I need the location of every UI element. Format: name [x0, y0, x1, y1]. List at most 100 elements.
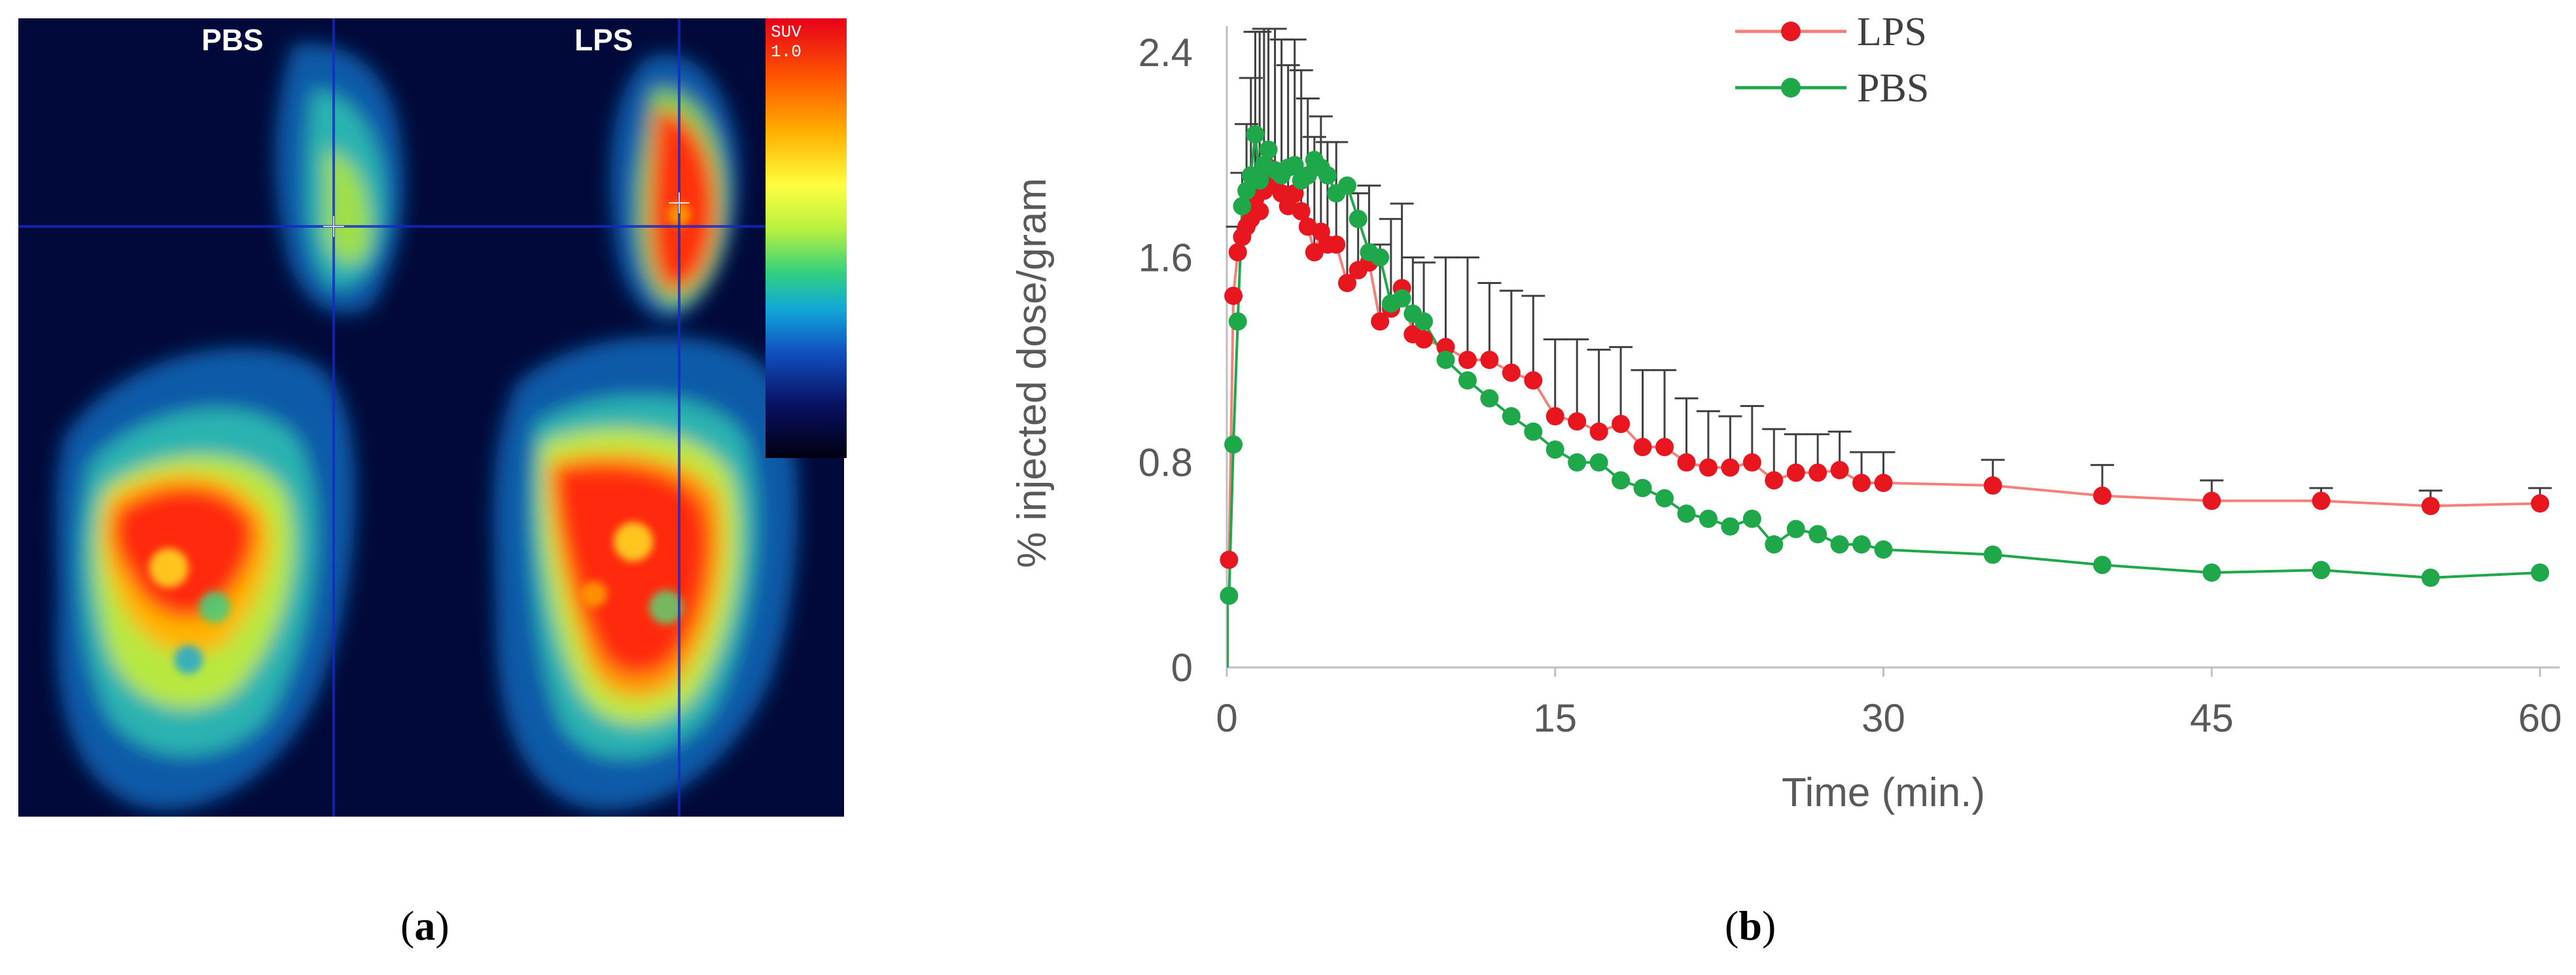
lps-data-point [1480, 351, 1499, 369]
lps-data-point [1808, 463, 1827, 482]
legend-marker-lps [1781, 22, 1801, 41]
pbs-data-point [1786, 520, 1805, 539]
legend-label-lps: LPS [1857, 10, 1927, 54]
legend-marker-pbs [1781, 78, 1801, 98]
lps-data-point [1458, 351, 1477, 369]
lps-data-point [1677, 453, 1696, 472]
lps-data-point [1545, 407, 1564, 426]
pbs-data-point [2202, 563, 2221, 582]
lps-data-point [2531, 494, 2549, 513]
pbs-data-point [1677, 505, 1696, 523]
pbs-data-point [1612, 471, 1631, 490]
x-tick-label: 0 [1216, 696, 1237, 740]
lps-data-point [1830, 461, 1849, 480]
pbs-data-point [1633, 478, 1652, 497]
lps-data-point [1786, 463, 1805, 482]
pbs-data-point [1765, 535, 1784, 554]
lps-data-point [1502, 363, 1521, 382]
pbs-data-point [2531, 563, 2549, 582]
lps-series-line [1227, 164, 2541, 560]
pbs-data-point [2312, 561, 2331, 580]
lps-data-point [2093, 486, 2111, 505]
lps-data-point [2202, 491, 2221, 510]
pbs-data-point [1655, 489, 1674, 508]
lps-data-point [1415, 330, 1434, 349]
lps-data-point [1612, 414, 1631, 433]
lps-data-point [1327, 235, 1346, 254]
pbs-data-point [1415, 312, 1434, 331]
lps-data-point [1220, 550, 1239, 569]
x-tick-label: 60 [2518, 696, 2562, 740]
lps-data-point [2421, 497, 2440, 516]
pbs-image-label: PBS [202, 23, 264, 57]
y-tick-label: 1.6 [1138, 236, 1193, 279]
pbs-data-point [1721, 517, 1740, 536]
x-tick-label: 30 [1861, 696, 1905, 740]
pbs-data-point [1699, 509, 1718, 528]
pbs-data-point [1371, 248, 1390, 267]
pbs-data-point [1349, 209, 1367, 228]
pbs-data-point [2093, 556, 2111, 575]
pbs-data-point [1246, 125, 1265, 144]
x-tick-label: 15 [1533, 696, 1577, 740]
pbs-series-line [1227, 134, 2541, 596]
y-tick-label: 0.8 [1138, 441, 1193, 485]
pbs-data-point [1589, 453, 1608, 472]
pbs-data-point [1228, 312, 1247, 331]
lps-data-point [1371, 312, 1390, 331]
pbs-data-point [1524, 422, 1543, 441]
lps-data-point [1655, 438, 1674, 457]
lps-data-point [2312, 491, 2331, 510]
series-layer [1220, 125, 2549, 667]
lps-data-point [1765, 471, 1784, 490]
legend: LPS PBS [1735, 10, 1929, 111]
y-tick-label: 0 [1171, 646, 1193, 690]
pbs-data-point [1502, 407, 1521, 426]
y-axis-title: % injected dose/gram [1010, 178, 1055, 568]
pbs-data-point [1830, 535, 1849, 554]
pbs-data-point [1259, 140, 1278, 159]
pbs-data-point [1874, 540, 1893, 559]
pbs-data-point [1237, 181, 1256, 200]
axes-layer: 0 0.8 1.6 2.4 0 15 30 45 60 [1138, 26, 2562, 740]
pbs-data-point [1250, 171, 1269, 190]
lps-data-point [1568, 412, 1587, 431]
y-tick-label: 2.4 [1138, 31, 1193, 75]
lps-data-point [1721, 458, 1740, 477]
pbs-data-point [1983, 545, 2002, 564]
lps-data-point [1224, 287, 1243, 306]
suv-colorbar [766, 18, 847, 458]
x-axis-title: Time (min.) [1782, 770, 1985, 815]
pbs-data-point [1808, 525, 1827, 544]
pbs-data-point [1568, 453, 1587, 472]
colorbar-label: SUV 1.0 [771, 22, 802, 62]
legend-label-pbs: PBS [1857, 66, 1929, 111]
lps-data-point [1742, 453, 1761, 472]
pbs-data-point [1436, 351, 1455, 369]
pbs-data-point [1458, 371, 1477, 390]
uptake-chart: 0 0.8 1.6 2.4 0 15 30 45 60 LPS PBS % injected do… [1010, 10, 2562, 815]
lps-image-label: LPS [574, 23, 633, 57]
pbs-data-point [1742, 509, 1761, 528]
lps-data-point [1337, 274, 1356, 292]
pbs-data-point [1852, 535, 1871, 554]
pbs-data-point [2421, 568, 2440, 587]
pbs-data-point [1545, 440, 1564, 459]
pbs-data-point [1392, 289, 1411, 308]
lps-data-point [1228, 243, 1247, 262]
pbs-data-point [1480, 389, 1499, 408]
pet-scan-graphic [18, 18, 844, 817]
lps-data-point [1250, 202, 1269, 221]
x-tick-label: 45 [2190, 696, 2234, 740]
lps-data-point [1874, 474, 1893, 492]
lps-data-point [1589, 422, 1608, 441]
lps-data-point [1524, 371, 1543, 390]
lps-data-point [1292, 202, 1311, 221]
pbs-data-point [1224, 435, 1243, 454]
caption-b-letter: b [1738, 902, 1762, 949]
caption-a-letter: a [414, 902, 436, 949]
caption-b: (b) [1725, 902, 1776, 949]
lps-data-point [1983, 476, 2002, 495]
pbs-data-point [1337, 176, 1356, 195]
pbs-data-point [1233, 197, 1252, 215]
